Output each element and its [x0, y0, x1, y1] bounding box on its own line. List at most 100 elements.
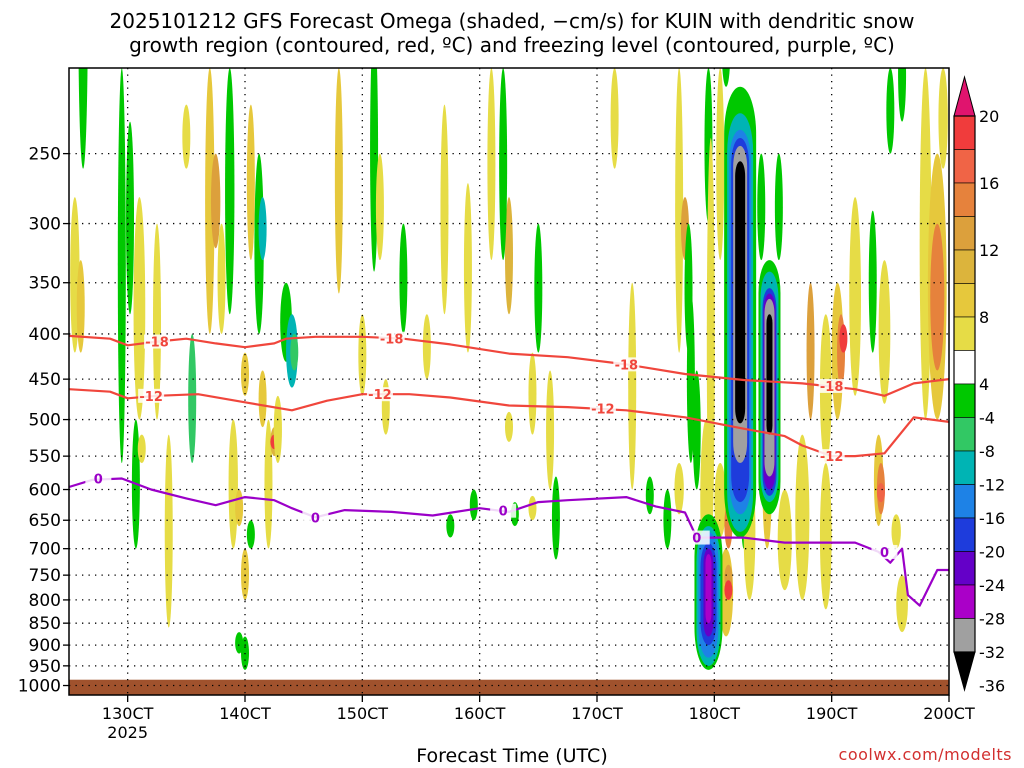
colorbar-bin [953, 350, 976, 385]
omega-cell [264, 419, 273, 549]
omega-cell [334, 68, 343, 294]
y-tick-label: 850 [29, 614, 61, 634]
contour-label-bg [818, 378, 845, 393]
omega-cell [714, 463, 727, 538]
y-tick-label: 500 [29, 411, 61, 431]
contour-label: 0 [311, 511, 320, 526]
omega-tower [766, 314, 773, 435]
omega-cell [440, 104, 449, 315]
colorbar-label: 16 [979, 174, 999, 193]
omega-cell [849, 197, 862, 396]
colorbar-bin [953, 216, 976, 251]
omega-cell [878, 260, 891, 404]
colorbar-label: 20 [979, 107, 999, 126]
colorbar-bin [953, 249, 976, 284]
colorbar-bin [953, 115, 976, 150]
omega-cell [645, 476, 654, 515]
omega-cell [258, 370, 267, 428]
chart-title-line-2: growth region (contoured, red, ºC) and f… [129, 33, 895, 57]
omega-cell [370, 68, 379, 272]
omega-cell [463, 183, 472, 353]
colorbar-label: -24 [979, 576, 1005, 595]
omega-cell [675, 68, 684, 353]
omega-cell [505, 411, 513, 442]
contour-label-bg [818, 449, 845, 464]
y-tick-label: 650 [29, 511, 61, 531]
ground-surface [69, 679, 949, 695]
y-tick-label: 300 [29, 215, 61, 235]
x-tick-label: 180CT [689, 704, 741, 723]
colorbar-label: -28 [979, 610, 1005, 629]
omega-cell [886, 68, 895, 154]
omega-tower [735, 161, 746, 424]
contour-label: -18 [820, 380, 844, 395]
omega-cell [505, 197, 513, 315]
colorbar-bin [953, 450, 976, 485]
colorbar-bin [953, 551, 976, 586]
colorbar-bin [953, 618, 976, 653]
y-tick-label: 750 [29, 566, 61, 586]
omega-cell [876, 483, 885, 503]
chart-title-line-1: 2025101212 GFS Forecast Omega (shaded, −… [109, 9, 915, 33]
y-tick-label: 250 [29, 145, 61, 165]
x-axis-label: Forecast Time (UTC) [416, 745, 608, 767]
contour-labels: -18 -18 -18 -18 -12 -12 -12 -12 0 0 0 0 0 [85, 331, 898, 561]
omega-cell [241, 548, 249, 600]
omega-cell [706, 137, 715, 549]
x-tick-label: 160CT [454, 704, 506, 723]
omega-cell [674, 463, 684, 515]
colorbar-label: 8 [979, 308, 989, 327]
colorbar-label: 12 [979, 241, 999, 260]
grid-lines [69, 68, 949, 695]
y-tick-label: 400 [29, 325, 61, 345]
omega-cell [930, 223, 945, 371]
contour-label-bg [490, 503, 517, 518]
colorbar-label: 4 [979, 375, 989, 394]
omega-cell [551, 476, 560, 560]
colorbar-bin [953, 182, 976, 217]
omega-cell [839, 324, 848, 353]
omega-cell [258, 197, 267, 261]
y-tick-label: 350 [29, 274, 61, 294]
y-tick-label: 550 [29, 447, 61, 467]
omega-cell [663, 489, 672, 549]
x-tick-label: 190CT [806, 704, 858, 723]
colorbar-bin [953, 149, 976, 184]
omega-cell [137, 434, 146, 464]
x-tick-label: 150CT [337, 704, 389, 723]
colorbar-bin [953, 484, 976, 519]
omega-cell [133, 197, 146, 420]
contour-label: -12 [820, 450, 844, 465]
credit-text: coolwx.com/modelts [838, 745, 1012, 764]
colorbar-label: -12 [979, 476, 1005, 495]
omega-cell [235, 632, 244, 654]
omega-cell [399, 223, 408, 334]
y-tick-label: 700 [29, 540, 61, 560]
x-year-label: 2025 [107, 723, 148, 742]
omega-cell [724, 580, 733, 600]
omega-cell [76, 260, 85, 353]
contour-label-bg [613, 357, 640, 372]
omega-cell [164, 434, 173, 628]
omega-cell [290, 333, 299, 371]
contour-label-bg [138, 388, 165, 403]
omega-cell [868, 210, 877, 353]
contour-label: -18 [380, 333, 404, 348]
colorbar-frame [953, 115, 976, 653]
colorbar-bin [953, 283, 976, 318]
omega-shading [70, 68, 948, 670]
colorbar-label: -20 [979, 543, 1005, 562]
contour-label: -12 [368, 388, 392, 403]
colorbar-label: -4 [979, 409, 995, 428]
omega-cell [446, 514, 455, 538]
omega-cell [126, 121, 135, 315]
contour-label: 0 [880, 546, 889, 561]
y-tick-label: 600 [29, 481, 61, 501]
omega-cell [153, 223, 161, 420]
colorbar-label: -32 [979, 643, 1005, 662]
plot-frame [68, 67, 950, 696]
y-tick-label: 800 [29, 591, 61, 611]
contour-label: 0 [499, 505, 508, 520]
contour-label-bg [144, 334, 170, 349]
